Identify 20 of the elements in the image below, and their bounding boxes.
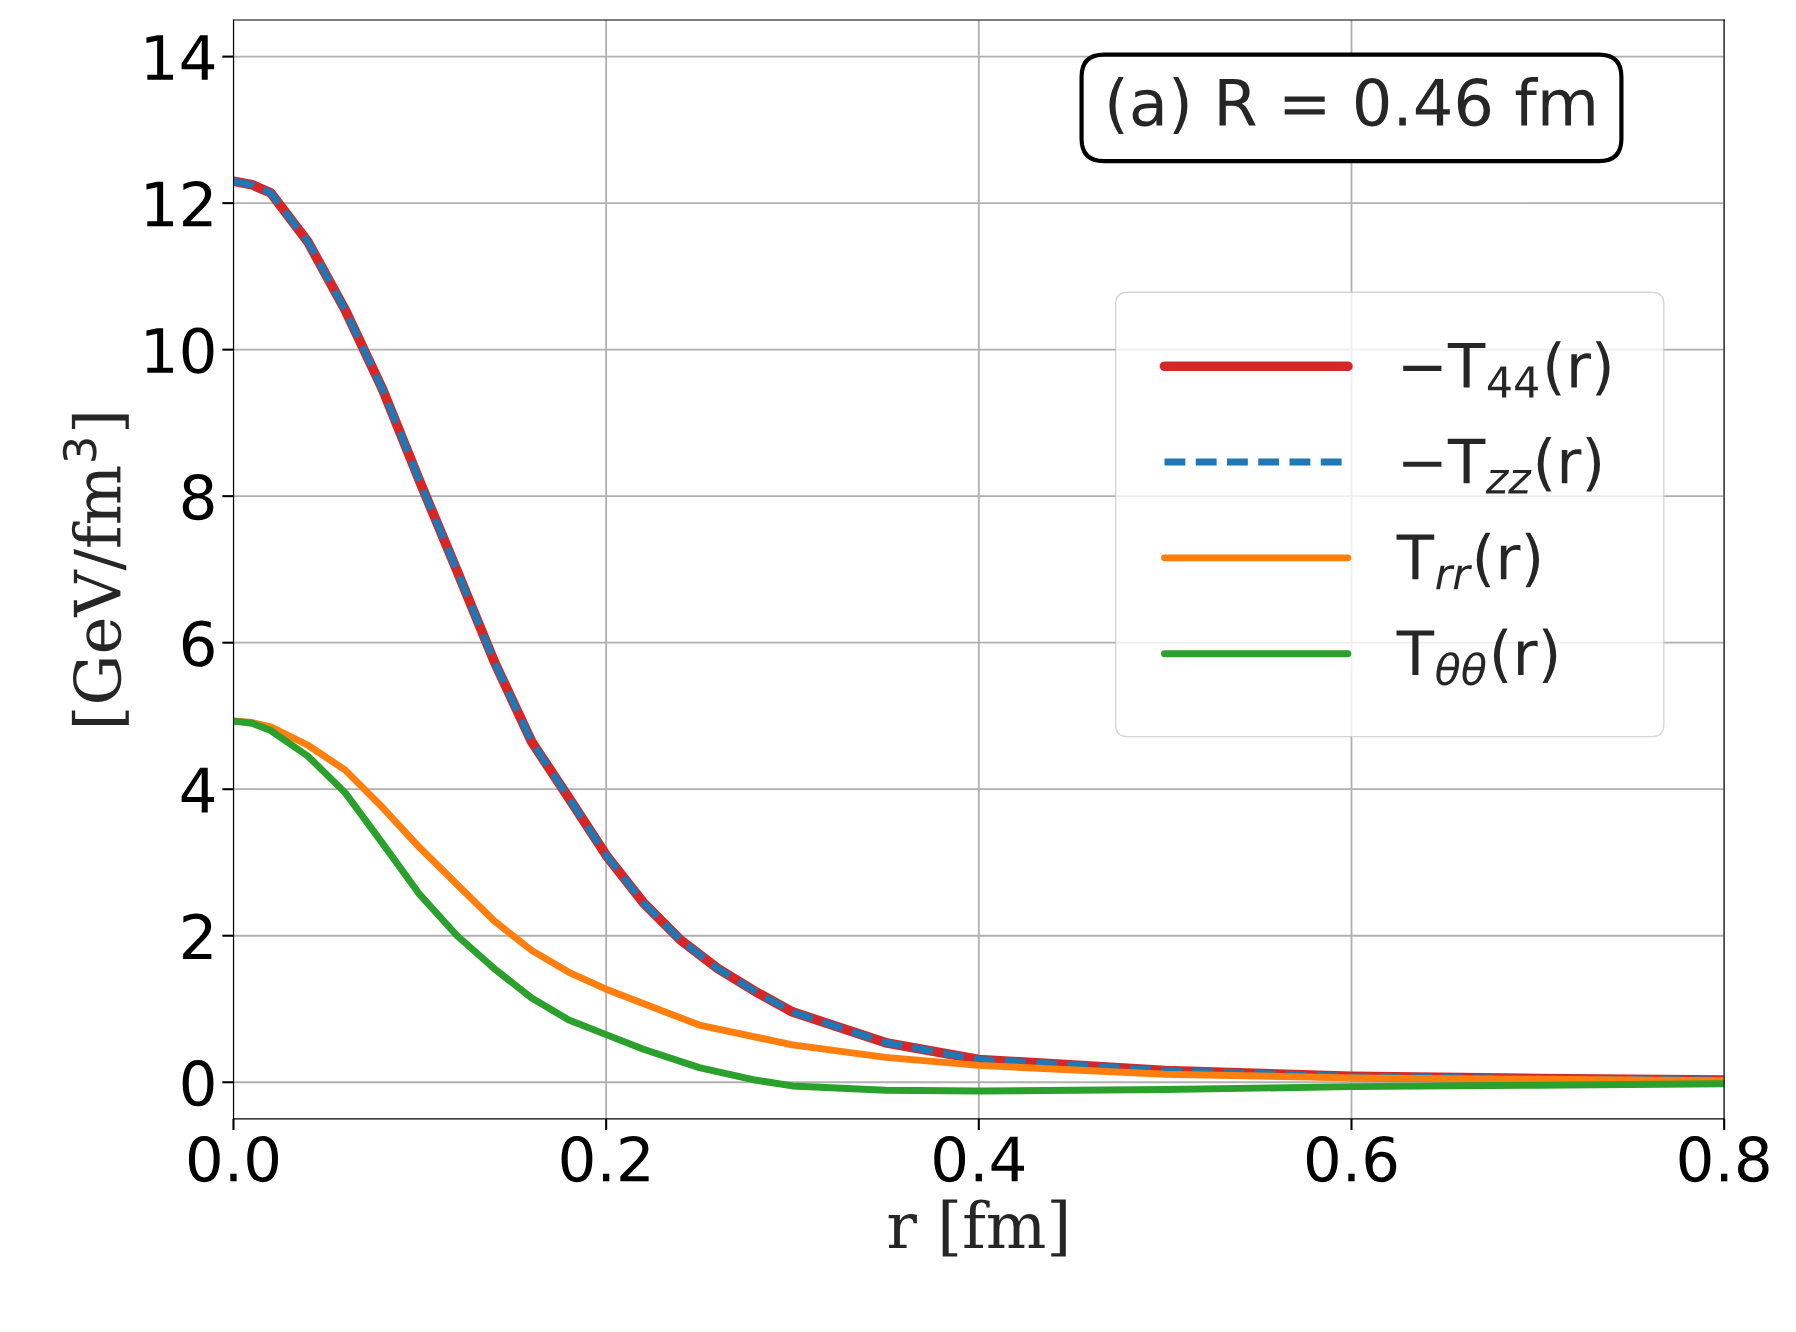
y-axis-title: [GeV/fm$^{3}$]	[62, 414, 129, 725]
y-tick-label: 12	[146, 180, 212, 227]
x-tick-label: 0.4	[934, 1135, 1024, 1183]
y-tick-label: 6	[182, 620, 214, 667]
x-tick-label: 0.2	[561, 1135, 649, 1183]
annotation: (a) R = 0.46 fm	[1109, 76, 1594, 134]
y-tick-label: 14	[146, 35, 215, 80]
x-tick-label: 0.6	[1306, 1135, 1397, 1183]
y-tick-label: 2	[183, 913, 212, 959]
legend-label: T$_{θθ}$(r)	[1396, 628, 1557, 686]
y-tick-label: 8	[182, 474, 214, 521]
legend-label: −T$_{zz}$(r)	[1403, 437, 1600, 494]
y-tick-label: 10	[146, 327, 214, 374]
y-tick-label: 0	[182, 1060, 214, 1107]
x-tick-label: 0.0	[188, 1135, 279, 1183]
legend-label: T$_{rr}$(r)	[1396, 532, 1540, 590]
x-tick-label: 0.8	[1679, 1135, 1769, 1183]
y-tick-label: 4	[181, 767, 215, 813]
x-axis-title: r [fm]	[888, 1199, 1066, 1257]
legend-label: −T$_{44}$(r)	[1403, 341, 1610, 398]
